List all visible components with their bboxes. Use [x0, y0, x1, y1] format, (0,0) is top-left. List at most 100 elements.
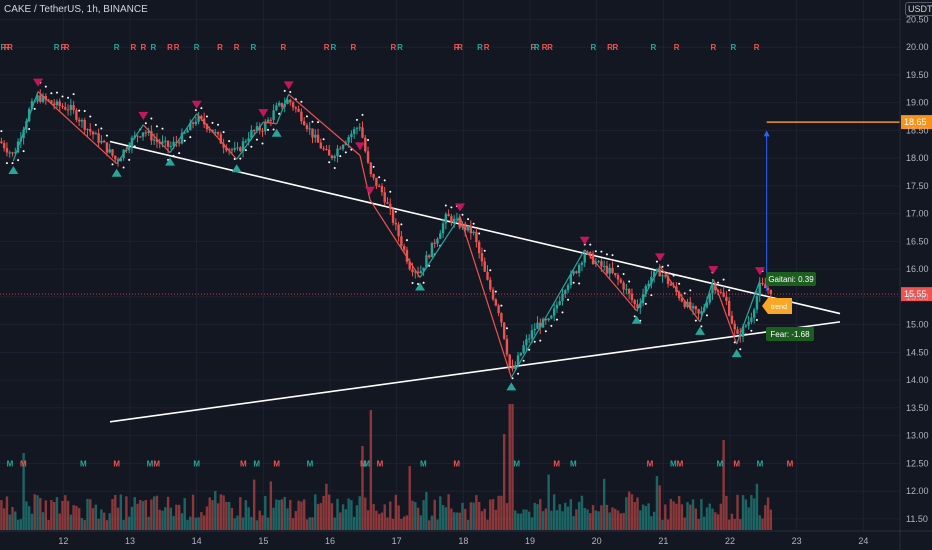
r-signal-marker: R — [0, 43, 6, 52]
candle-body — [314, 134, 317, 138]
trail-dot — [489, 269, 492, 272]
volume-bar — [636, 497, 639, 530]
candle-body — [341, 145, 345, 149]
candle-body — [275, 105, 278, 111]
volume-bar — [230, 507, 234, 530]
r-signal-marker: R — [454, 43, 460, 52]
volume-bar — [619, 513, 623, 530]
currency-badge[interactable]: USDT — [905, 2, 932, 16]
volume-bar — [19, 519, 23, 530]
candle-body — [666, 276, 670, 284]
volume-bar — [555, 510, 559, 530]
candle-body — [30, 101, 34, 110]
candle-body — [0, 141, 3, 144]
pivot-high-marker — [655, 253, 665, 262]
volume-bar — [177, 504, 181, 530]
r-signal-marker: R — [607, 43, 613, 52]
r-signal-marker: R — [542, 43, 548, 52]
volume-bar — [125, 496, 128, 530]
candle-body — [486, 271, 489, 280]
candle-body — [52, 103, 56, 106]
volume-bar — [352, 516, 356, 530]
volume-bar — [527, 511, 531, 530]
volume-bar — [64, 495, 67, 530]
candle-body — [305, 125, 309, 129]
volume-bar — [305, 519, 309, 530]
zigzag-lines — [8, 78, 765, 391]
chart-overlays: 18.65 15.55 Gaitani: 0.39 Fear: -1.68 trend — [0, 115, 932, 341]
x-tick-label: 22 — [725, 536, 735, 546]
volume-bar — [608, 512, 611, 530]
candle-body — [527, 338, 531, 340]
volume-bar — [50, 500, 53, 530]
volume-bar — [547, 474, 550, 530]
symbol-title[interactable]: CAKE / TetherUS, 1h, BINANCE — [4, 4, 148, 15]
volume-bar — [497, 495, 500, 530]
volume-bar — [477, 502, 481, 530]
candle-body — [600, 261, 603, 267]
candle-body — [505, 338, 509, 355]
trail-dot — [0, 130, 3, 133]
trail-dot — [511, 377, 514, 380]
volume-bar — [272, 507, 275, 530]
trail-dot — [222, 131, 225, 134]
r-signal-marker: R — [390, 43, 396, 52]
volume-bar — [552, 494, 556, 530]
volume-bar — [744, 499, 748, 530]
r-signal-marker: R — [7, 43, 13, 52]
candle-body — [405, 249, 409, 262]
volume-bar — [575, 509, 578, 530]
lower-trendline — [109, 321, 841, 423]
candle-body — [311, 128, 314, 138]
volume-bar — [239, 497, 242, 530]
volume-bar — [594, 510, 598, 530]
trail-dot — [83, 109, 86, 112]
volume-bar — [166, 496, 170, 530]
volume-bar — [358, 496, 361, 530]
trail-dot — [678, 282, 681, 285]
volume-bar — [505, 503, 509, 530]
volume-bar — [325, 483, 328, 530]
candle-body — [625, 289, 628, 291]
trail-dot — [661, 265, 664, 268]
candle-body — [558, 301, 561, 305]
candle-body — [77, 119, 81, 122]
volume-bar — [61, 500, 64, 530]
r-signal-marker: R — [150, 43, 156, 52]
volume-bar — [150, 499, 153, 530]
x-tick-label: 17 — [392, 536, 402, 546]
candle-body — [511, 365, 514, 369]
candle-body — [619, 279, 623, 283]
candle-body — [583, 253, 586, 263]
volume-bar — [266, 517, 270, 530]
trail-dot — [267, 128, 270, 131]
volume-bar — [439, 496, 442, 530]
candle-body — [369, 162, 373, 175]
r-signal-marker: R — [484, 43, 490, 52]
trail-dot — [339, 155, 342, 158]
candle-body — [572, 271, 575, 275]
volume-bar — [116, 507, 120, 530]
volume-bar — [58, 513, 61, 530]
candle-body — [216, 132, 220, 135]
trail-dot — [483, 249, 486, 252]
trail-dot — [628, 280, 631, 283]
volume-bar — [697, 518, 700, 530]
pivot-high-marker — [455, 203, 465, 212]
volume-bar — [36, 495, 39, 530]
candle-body — [389, 203, 392, 209]
candle-body — [352, 129, 356, 134]
volume-bar — [425, 491, 428, 530]
volume-bar — [202, 515, 206, 530]
volume-bar — [475, 495, 478, 530]
volume-bar — [586, 509, 589, 530]
candle-body — [761, 282, 764, 285]
r-signal-marker: R — [54, 43, 60, 52]
candle-body — [736, 329, 739, 334]
trail-dot — [22, 150, 25, 153]
candle-body — [375, 177, 378, 187]
trail-dot — [394, 210, 397, 213]
candle-body — [458, 218, 461, 228]
r-signal-marker: R — [114, 43, 120, 52]
